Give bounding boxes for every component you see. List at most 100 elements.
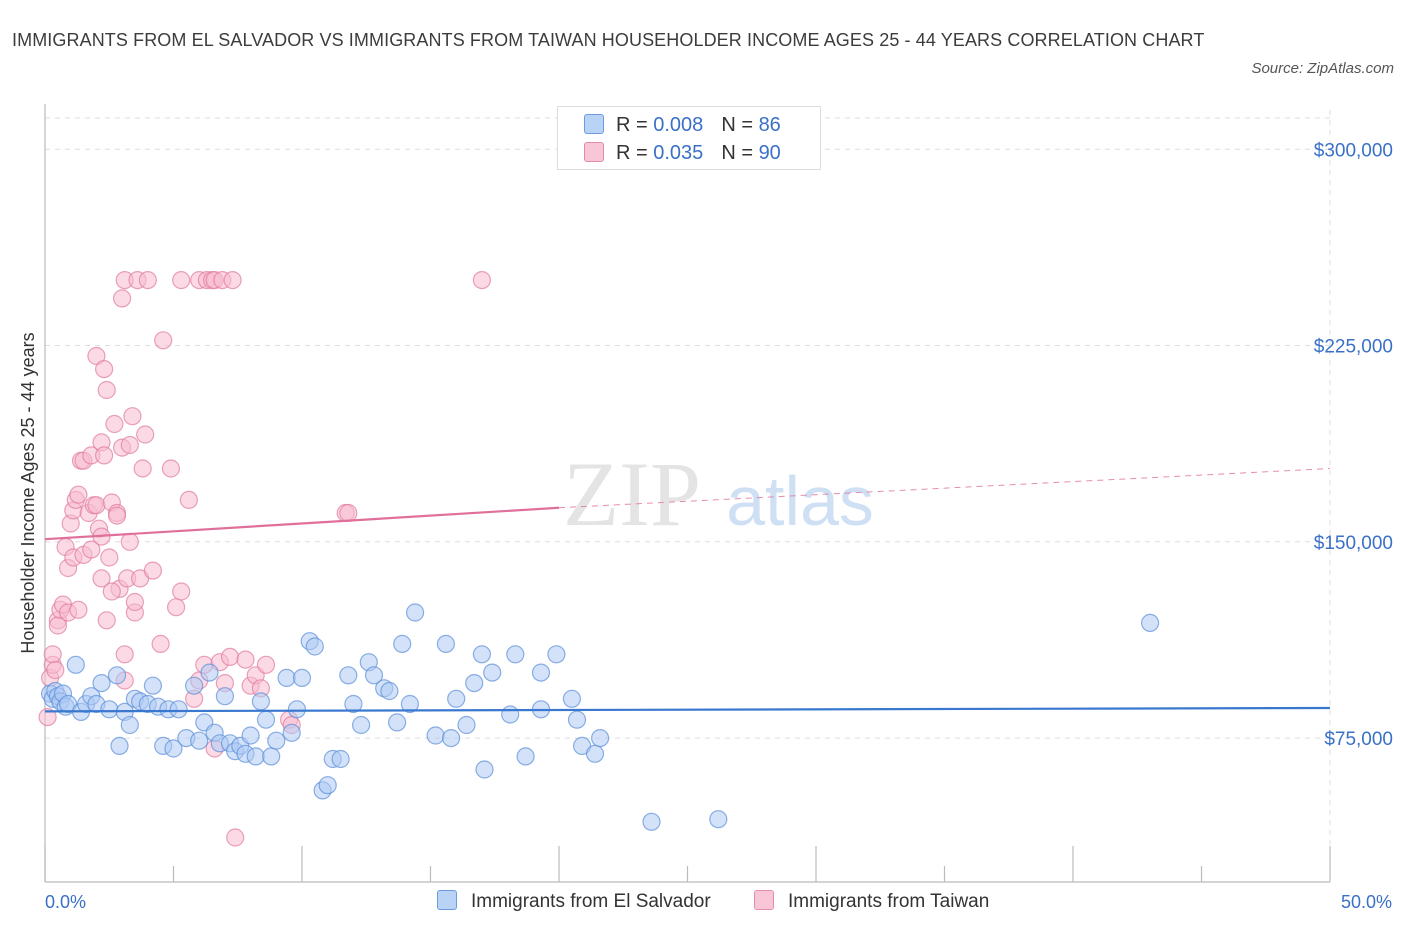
salvador-point bbox=[110, 736, 129, 756]
salvador-point bbox=[200, 663, 219, 682]
stats-legend: R = 0.008 N = 86 R = 0.035 N = 90 bbox=[557, 106, 821, 170]
chart-title: IMMIGRANTS FROM EL SALVADOR VS IMMIGRANT… bbox=[12, 30, 1205, 50]
salvador-point bbox=[241, 726, 260, 745]
taiwan-point bbox=[472, 271, 491, 290]
salvador-point bbox=[318, 776, 337, 795]
legend-swatch-taiwan-bottom bbox=[754, 890, 774, 910]
taiwan-point bbox=[223, 271, 242, 290]
salvador-point bbox=[506, 645, 525, 664]
trend-lines bbox=[44, 468, 1331, 713]
taiwan-point bbox=[100, 548, 119, 567]
taiwan-point bbox=[38, 707, 57, 727]
salvador-point bbox=[442, 728, 461, 748]
watermark-zip: ZIP bbox=[563, 443, 701, 545]
salvador-point bbox=[483, 663, 502, 682]
salvador-point bbox=[190, 731, 209, 750]
watermark-atlas: atlas bbox=[726, 462, 874, 540]
salvador-point bbox=[92, 673, 111, 693]
salvador-point bbox=[585, 744, 605, 763]
salvador-trend-line bbox=[44, 706, 1331, 713]
taiwan-point bbox=[256, 655, 276, 674]
salvador-point bbox=[393, 634, 412, 654]
taiwan-point bbox=[172, 582, 191, 601]
taiwan-point bbox=[133, 459, 152, 478]
salvador-point bbox=[185, 676, 204, 695]
salvador-point bbox=[305, 637, 324, 656]
taiwan-point bbox=[339, 503, 358, 523]
taiwan-point bbox=[138, 271, 157, 290]
salvador-point bbox=[120, 715, 139, 735]
taiwan-point bbox=[82, 540, 101, 559]
salvador-point bbox=[447, 689, 466, 708]
legend-item-salvador[interactable]: Immigrants from El Salvador bbox=[437, 890, 711, 914]
salvador-point bbox=[457, 715, 476, 735]
watermark: ZIP atlas bbox=[563, 443, 874, 545]
legend-row-taiwan: R = 0.035 N = 90 bbox=[584, 139, 781, 167]
salvador-point bbox=[426, 726, 445, 745]
salvador-point bbox=[465, 673, 484, 693]
taiwan-point bbox=[151, 634, 170, 654]
salvador-point bbox=[562, 689, 582, 708]
salvador-point bbox=[501, 705, 520, 724]
taiwan-point bbox=[179, 490, 198, 509]
y-tick-label: $75,000 bbox=[1324, 729, 1393, 750]
taiwan-point bbox=[136, 425, 155, 444]
n-value-taiwan: 90 bbox=[758, 142, 781, 164]
taiwan-point bbox=[105, 414, 124, 434]
salvador-point bbox=[406, 603, 425, 622]
legend-swatch-taiwan bbox=[584, 142, 604, 162]
taiwan-point bbox=[94, 446, 114, 465]
n-value-salvador: 86 bbox=[758, 114, 781, 136]
legend-swatch-salvador bbox=[584, 114, 604, 134]
y-tick-label: $300,000 bbox=[1314, 140, 1393, 161]
taiwan-point bbox=[69, 485, 88, 504]
taiwan-point bbox=[46, 660, 65, 680]
x-tick-label-min: 0.0% bbox=[45, 892, 86, 912]
salvador-point bbox=[380, 681, 399, 701]
taiwan-trend-line bbox=[44, 506, 560, 541]
taiwan-point bbox=[161, 459, 180, 478]
salvador-point bbox=[143, 676, 162, 695]
taiwan-point bbox=[92, 569, 111, 588]
legend-row-salvador: R = 0.008 N = 86 bbox=[584, 111, 781, 139]
taiwan-point bbox=[236, 650, 255, 669]
taiwan-point bbox=[94, 360, 114, 379]
salvador-point bbox=[339, 666, 358, 685]
taiwan-point bbox=[43, 645, 62, 664]
salvador-point bbox=[331, 749, 350, 769]
legend-swatch-salvador-bottom bbox=[437, 890, 457, 910]
salvador-point bbox=[215, 687, 234, 706]
salvador-point bbox=[292, 668, 312, 688]
axes bbox=[44, 104, 1331, 883]
salvador-point bbox=[352, 715, 371, 735]
legend-item-taiwan[interactable]: Immigrants from Taiwan bbox=[754, 890, 989, 914]
salvador-point bbox=[590, 728, 610, 748]
y-axis-label: Householder Income Ages 25 - 44 years bbox=[18, 332, 38, 653]
salvador-point bbox=[164, 739, 183, 758]
salvador-point bbox=[287, 700, 306, 719]
salvador-point bbox=[107, 666, 127, 685]
taiwan-point bbox=[167, 598, 186, 617]
salvador-point bbox=[531, 663, 551, 682]
salvador-point bbox=[66, 655, 85, 674]
salvador-point bbox=[475, 760, 494, 779]
taiwan-trend-line-extrapolated bbox=[558, 468, 1331, 509]
taiwan-point bbox=[97, 611, 116, 630]
taiwan-point bbox=[69, 600, 88, 619]
taiwan-point bbox=[97, 380, 116, 400]
salvador-point bbox=[277, 668, 296, 688]
salvador-point bbox=[364, 666, 384, 685]
taiwan-point bbox=[143, 561, 162, 580]
taiwan-point bbox=[172, 271, 191, 290]
taiwan-point bbox=[125, 592, 144, 612]
taiwan-point bbox=[115, 645, 134, 664]
salvador-point bbox=[400, 694, 419, 714]
taiwan-point bbox=[87, 496, 106, 515]
salvador-point bbox=[642, 812, 661, 831]
gridlines bbox=[45, 110, 1331, 882]
salvador-point bbox=[388, 713, 407, 732]
y-tick-label: $150,000 bbox=[1314, 533, 1393, 554]
y-tick-label: $225,000 bbox=[1314, 337, 1393, 358]
data-points bbox=[38, 271, 1160, 847]
salvador-point bbox=[262, 747, 281, 766]
